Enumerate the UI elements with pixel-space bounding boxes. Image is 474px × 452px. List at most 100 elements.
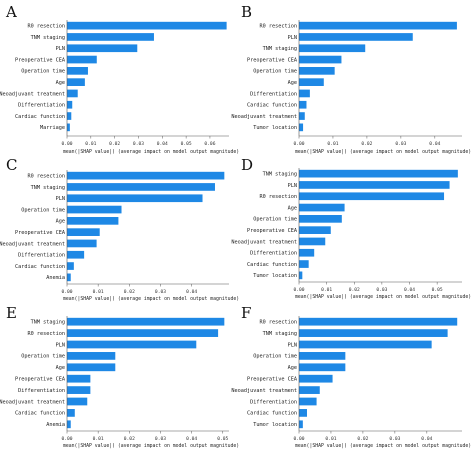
category-label: Cardiac function — [247, 411, 297, 417]
category-label: Preoperative CEA — [247, 377, 298, 383]
x-tick-label: 0.02 — [357, 436, 368, 442]
category-label: TNM staging — [263, 46, 297, 52]
chart-panel-a: A R0 resection TNM staging PLN Preoperative … — [0, 3, 239, 155]
bar-c-1 — [67, 183, 215, 191]
x-tick-label: 0.04 — [421, 436, 432, 442]
chart-panel-e: E TNM staging R0 resection PLN Operation tim… — [0, 304, 239, 449]
bar-c-4 — [67, 217, 119, 225]
category-label: Preoperative CEA — [247, 228, 298, 234]
x-tick-label: 0.01 — [85, 141, 96, 147]
category-label: Operation time — [253, 69, 297, 75]
category-label: Differentiation — [18, 103, 65, 109]
category-label: TNM staging — [31, 320, 65, 326]
x-tick-label: 0.04 — [404, 287, 415, 293]
category-label: Neoadjuvant treatment — [231, 114, 297, 120]
category-label: TNM staging — [263, 331, 297, 337]
bar-b-8 — [299, 112, 305, 120]
x-tick-label: 0.05 — [217, 436, 228, 442]
category-label: Preoperative CEA — [247, 57, 298, 63]
category-label: Cardiac function — [15, 411, 65, 417]
category-label: Age — [56, 80, 65, 86]
category-label: Anemia — [46, 275, 65, 281]
bar-f-6 — [299, 386, 320, 394]
category-label: Anemia — [46, 422, 65, 428]
x-axis-label: mean(|SHAP value|) (average impact on mo… — [63, 149, 239, 155]
category-label: Age — [288, 80, 297, 86]
x-tick-label: 0.03 — [155, 289, 166, 295]
x-tick-label: 0.00 — [293, 141, 304, 147]
x-tick-label: 0.03 — [395, 141, 406, 147]
bar-b-6 — [299, 89, 310, 98]
category-label: Operation time — [253, 354, 297, 360]
x-tick-label: 0.05 — [432, 287, 443, 293]
bar-d-0 — [299, 169, 458, 178]
category-label: PLN — [288, 342, 297, 348]
x-tick-label: 0.02 — [109, 141, 120, 147]
bar-b-3 — [299, 55, 342, 64]
category-label: Age — [56, 365, 65, 371]
chart-panel-c: C R0 resection TNM staging PLN Operation tim… — [0, 156, 239, 302]
x-tick-label: 0.00 — [293, 287, 304, 293]
category-label: Differentiation — [18, 253, 65, 259]
bar-e-6 — [67, 386, 91, 394]
bar-c-9 — [67, 273, 71, 282]
category-label: Preoperative CEA — [15, 230, 66, 236]
x-tick-label: 0.00 — [61, 289, 72, 295]
bar-c-2 — [67, 194, 203, 203]
bar-a-1 — [67, 33, 154, 41]
x-axis-label: mean(|SHAP value|) (average impact on mo… — [63, 296, 239, 302]
bar-e-2 — [67, 340, 197, 349]
x-tick-label: 0.02 — [124, 289, 135, 295]
bar-d-3 — [299, 203, 345, 212]
panel-letter: F — [241, 304, 251, 322]
bar-f-9 — [299, 420, 303, 429]
bar-f-3 — [299, 352, 346, 360]
x-tick-label: 0.04 — [186, 436, 197, 442]
panel-letter: E — [6, 304, 17, 322]
bar-d-1 — [299, 181, 450, 189]
bar-a-4 — [67, 67, 88, 75]
category-label: PLN — [56, 342, 65, 348]
bar-c-6 — [67, 239, 97, 248]
category-label: PLN — [56, 196, 65, 202]
bar-b-5 — [299, 78, 324, 86]
category-label: Tumor location — [253, 125, 297, 131]
x-tick-label: 0.01 — [325, 436, 336, 442]
category-label: Neoadjuvant treatment — [231, 388, 297, 394]
x-tick-label: 0.06 — [204, 141, 215, 147]
category-label: R0 resection — [28, 23, 65, 29]
bar-a-3 — [67, 55, 97, 64]
x-tick-label: 0.02 — [124, 436, 135, 442]
bar-e-0 — [67, 317, 225, 326]
bar-e-4 — [67, 363, 116, 372]
x-tick-label: 0.02 — [349, 287, 360, 293]
bar-a-7 — [67, 100, 73, 109]
category-label: PLN — [288, 35, 297, 41]
chart-panel-d: D TNM staging PLN R0 resection Age Operation … — [231, 156, 471, 300]
bar-e-1 — [67, 329, 219, 337]
category-label: PLN — [56, 46, 65, 52]
category-label: TNM staging — [263, 171, 297, 177]
category-label: Age — [288, 365, 297, 371]
chart-panel-b: B R0 resection PLN TNM staging Preoperative … — [231, 3, 471, 155]
bar-b-0 — [299, 21, 457, 30]
bar-d-8 — [299, 260, 309, 268]
x-tick-label: 0.04 — [157, 141, 168, 147]
x-tick-label: 0.00 — [61, 141, 72, 147]
bar-d-6 — [299, 237, 326, 246]
x-tick-label: 0.03 — [155, 436, 166, 442]
category-label: Cardiac function — [247, 262, 297, 268]
bar-c-8 — [67, 262, 74, 270]
bar-e-5 — [67, 374, 91, 383]
category-label: R0 resection — [28, 173, 65, 179]
category-label: Operation time — [253, 217, 297, 223]
bar-d-7 — [299, 248, 315, 257]
category-label: Cardiac function — [247, 103, 297, 109]
bar-c-3 — [67, 205, 122, 214]
bar-f-1 — [299, 329, 448, 337]
category-label: Operation time — [21, 69, 65, 75]
bar-a-6 — [67, 89, 78, 98]
bar-b-1 — [299, 33, 413, 41]
category-label: Neoadjuvant treatment — [231, 239, 297, 245]
